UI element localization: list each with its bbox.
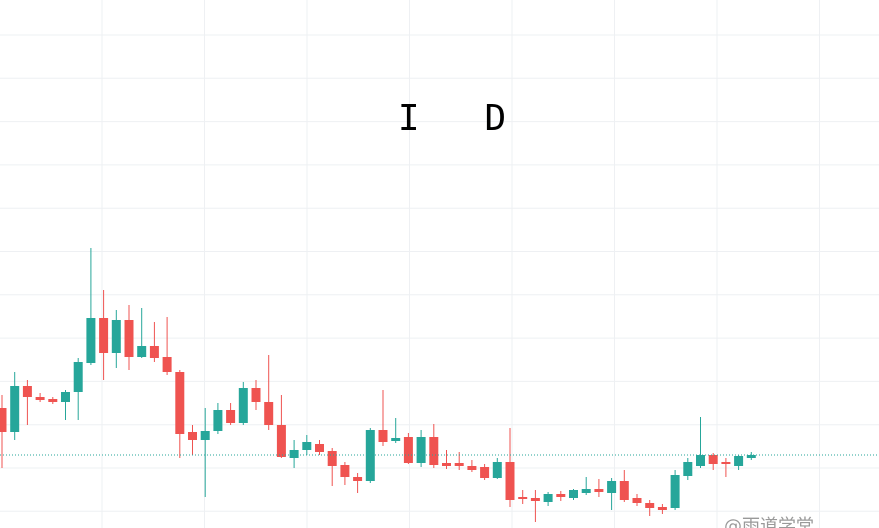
candle-body bbox=[442, 463, 451, 466]
candle-body bbox=[492, 462, 502, 478]
candle-body bbox=[137, 346, 147, 357]
candle-body bbox=[213, 410, 223, 431]
candle-body bbox=[721, 462, 731, 464]
candle-body bbox=[518, 497, 528, 499]
candle-body bbox=[429, 437, 439, 465]
candle-body bbox=[543, 494, 553, 502]
candle-body bbox=[556, 494, 566, 497]
candle-body bbox=[734, 456, 744, 466]
candle-body bbox=[315, 444, 324, 452]
candle-body bbox=[607, 481, 617, 493]
candle-body bbox=[99, 318, 109, 353]
watermark: @雨道学堂 bbox=[724, 516, 814, 528]
candle-body bbox=[696, 455, 705, 466]
candle-body bbox=[73, 362, 83, 392]
candle-body bbox=[340, 465, 350, 477]
candle-body bbox=[632, 498, 642, 503]
candle-body bbox=[505, 462, 515, 500]
chart-title: I D bbox=[398, 98, 506, 139]
candle-body bbox=[289, 450, 299, 458]
candle-body bbox=[378, 430, 388, 442]
candle-body bbox=[746, 455, 756, 458]
candle-body bbox=[594, 489, 604, 492]
candle-body bbox=[0, 408, 7, 432]
candle-body bbox=[162, 357, 172, 372]
candle-body bbox=[416, 437, 426, 463]
candle-body bbox=[48, 399, 58, 402]
candle-body bbox=[86, 318, 96, 363]
candle-body bbox=[251, 388, 261, 402]
candle-body bbox=[175, 372, 185, 434]
candle-body bbox=[353, 477, 363, 481]
candle-body bbox=[22, 386, 32, 397]
candle-body bbox=[480, 467, 490, 478]
candle-body bbox=[581, 489, 591, 493]
candle-body bbox=[454, 463, 464, 466]
candle-body bbox=[403, 437, 413, 463]
candle-body bbox=[302, 442, 312, 450]
candle-body bbox=[200, 431, 210, 440]
candle-body bbox=[111, 320, 121, 353]
candle-body bbox=[365, 430, 375, 481]
candle-body bbox=[61, 392, 70, 402]
candle-body bbox=[264, 402, 274, 425]
candle-body bbox=[645, 503, 655, 508]
candle-body bbox=[670, 475, 680, 508]
candle-body bbox=[327, 451, 337, 466]
candle-body bbox=[708, 455, 718, 464]
candle-body bbox=[188, 432, 197, 440]
candle-body bbox=[35, 397, 45, 400]
candle-body bbox=[226, 410, 236, 423]
candle-body bbox=[467, 466, 477, 470]
candle-body bbox=[149, 346, 159, 358]
candle-body bbox=[238, 388, 248, 423]
candle-body bbox=[10, 386, 20, 432]
candle-body bbox=[569, 490, 578, 498]
candle-body bbox=[391, 438, 401, 441]
candle-body bbox=[530, 498, 540, 501]
candle-body bbox=[276, 425, 286, 457]
candle-body bbox=[124, 320, 134, 357]
candle-body bbox=[683, 462, 693, 476]
candle-body bbox=[657, 507, 667, 510]
candle-body bbox=[619, 481, 629, 500]
